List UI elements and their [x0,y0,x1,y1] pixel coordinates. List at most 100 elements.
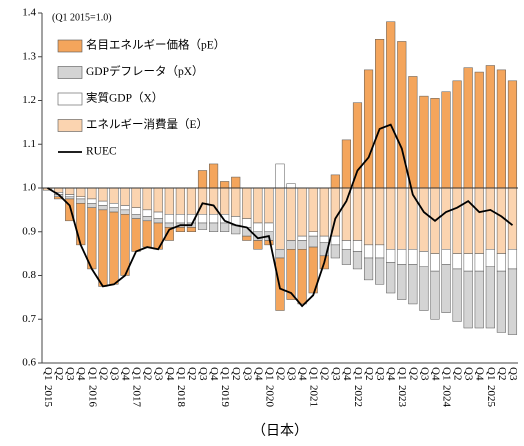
bar-segment [474,253,484,272]
y-tick-label: 1.2 [22,94,36,106]
bar-segment [286,240,296,250]
bar-segment [231,187,241,217]
bar-segment [507,249,518,270]
bar-segment [142,216,152,222]
bar-segment [242,235,252,241]
bar-segment [419,95,429,189]
bar-segment [352,251,363,270]
bar-segment [87,187,97,200]
bar-segment [209,163,219,189]
legend-swatch [57,92,83,106]
bar-segment [120,214,130,276]
bar-segment [98,209,108,287]
x-tick-label: Q1 [352,367,364,380]
bar-segment [430,98,440,189]
bar-segment [496,253,506,272]
bar-segment [419,187,429,252]
x-tick-label: Q4 [119,367,131,381]
bar-segment [474,71,484,189]
bar-segment [142,187,152,211]
bar-segment [231,176,241,189]
bar-segment [452,80,462,189]
y-tick-label: 1.3 [22,50,36,62]
bar-segment [87,203,97,208]
x-tick-label: Q4 [75,367,87,381]
bar-segment [485,65,495,189]
x-tick-label: Q1 [441,367,453,380]
bar-segment [275,187,285,250]
bar-segment [330,174,340,189]
bar-segment [65,194,75,197]
bar-segment [164,187,174,215]
bar-segment [65,198,75,222]
bar-segment [330,235,340,246]
bar-segment [87,198,97,204]
legend-label: エネルギー消費量（E） [86,117,208,131]
bar-segment [209,214,219,224]
year-label: 2023 [396,385,408,408]
bar-segment [474,187,484,254]
bar-segment [264,187,274,224]
x-tick-label: Q3 [241,367,253,381]
bar-segment [76,203,86,246]
x-tick-label: Q3 [108,367,120,381]
bar-segment [419,251,429,267]
x-tick-label: Q1 [396,367,408,380]
year-label: 2022 [352,385,364,407]
bar-segment [209,222,219,232]
legend-label: 名目エネルギー価格（pE） [86,38,225,52]
bar-segment [375,244,385,259]
x-tick-label: Q2 [452,367,464,380]
bar-segment [386,249,396,263]
bar-segment [153,187,163,213]
year-label: 2015 [42,385,54,408]
bar-segment [197,222,208,230]
bar-segment [220,222,230,232]
bar-segment [175,214,185,224]
bar-segment [253,187,263,224]
bar-segment [352,240,363,252]
bar-segment [441,249,451,265]
bar-segment [153,211,163,219]
bar-segment [330,244,340,259]
x-tick-label: Q1 [86,367,98,380]
x-tick-label: Q1 [485,367,497,380]
bar-segment [186,187,197,215]
bar-segment [120,209,130,215]
bar-segment [286,249,296,300]
bar-segment [253,240,263,250]
bar-segment [65,196,75,200]
bar-segment [197,170,208,189]
bar-segment [419,266,429,311]
x-tick-label: Q1 [131,367,143,380]
bar-segment [98,205,108,211]
bar-segment [297,249,307,305]
bar-segment [485,266,495,329]
bar-segment [507,187,518,250]
bar-segment [386,21,396,189]
legend-label: 実質GDP（X） [86,91,163,105]
y-tick-label: 0.9 [22,225,36,237]
bar-segment [76,198,86,204]
year-label: 2018 [175,385,187,408]
bar-segment [375,39,385,189]
bar-segment [264,222,274,232]
bar-segment [496,187,506,254]
bar-segment [452,268,462,322]
bar-segment [363,69,374,189]
x-tick-label: Q2 [319,367,331,380]
bar-segment [186,227,197,232]
bar-segment [142,209,152,217]
x-tick-label: Q3 [507,367,519,381]
legend-swatch [57,39,83,53]
x-tick-label: Q3 [197,367,209,381]
x-tick-label: Q3 [153,367,165,381]
year-label: 2021 [308,385,320,407]
bar-segment [408,249,418,265]
x-tick-label: Q4 [252,367,264,381]
bar-segment [441,264,451,313]
bar-segment [297,235,307,241]
x-tick-label: Q2 [363,367,375,380]
bar-segment [507,268,518,335]
